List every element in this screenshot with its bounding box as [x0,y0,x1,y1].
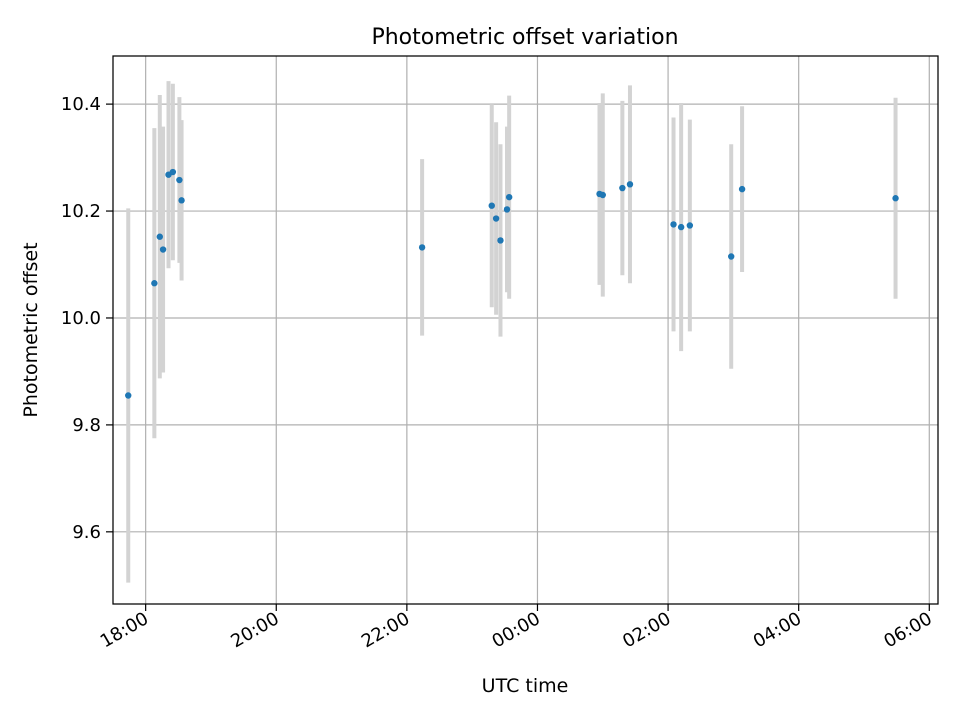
data-point [599,191,606,199]
chart-title: Photometric offset variation [371,25,678,50]
data-point [418,244,426,251]
data-point [488,202,495,209]
y-tick-label: 10.0 [61,308,101,329]
plot-frame [112,55,939,605]
x-axis-label: UTC time [482,675,569,697]
data-point [156,233,164,240]
data-point [497,237,504,244]
grid-lines [113,56,938,604]
data-point [505,193,513,201]
data-point [670,221,677,228]
y-tick-label: 9.8 [72,415,101,436]
data-point [492,215,500,222]
data-point [159,246,167,253]
y-tick-label: 10.2 [61,201,101,222]
data-point [619,184,626,192]
data-point [178,197,185,204]
data-point [125,392,132,399]
data-point [626,181,634,188]
data-point [503,206,511,213]
data-point [892,195,899,202]
data-point [686,222,694,229]
y-tick-label: 10.4 [61,94,101,115]
data-point [151,280,158,287]
y-tick-label: 9.6 [72,522,101,543]
data-point [176,176,183,184]
data-points [125,168,899,399]
data-point [169,168,177,176]
data-point [677,223,685,231]
y-axis-label: Photometric offset [20,242,42,417]
data-point [728,253,735,260]
data-point [738,185,746,193]
